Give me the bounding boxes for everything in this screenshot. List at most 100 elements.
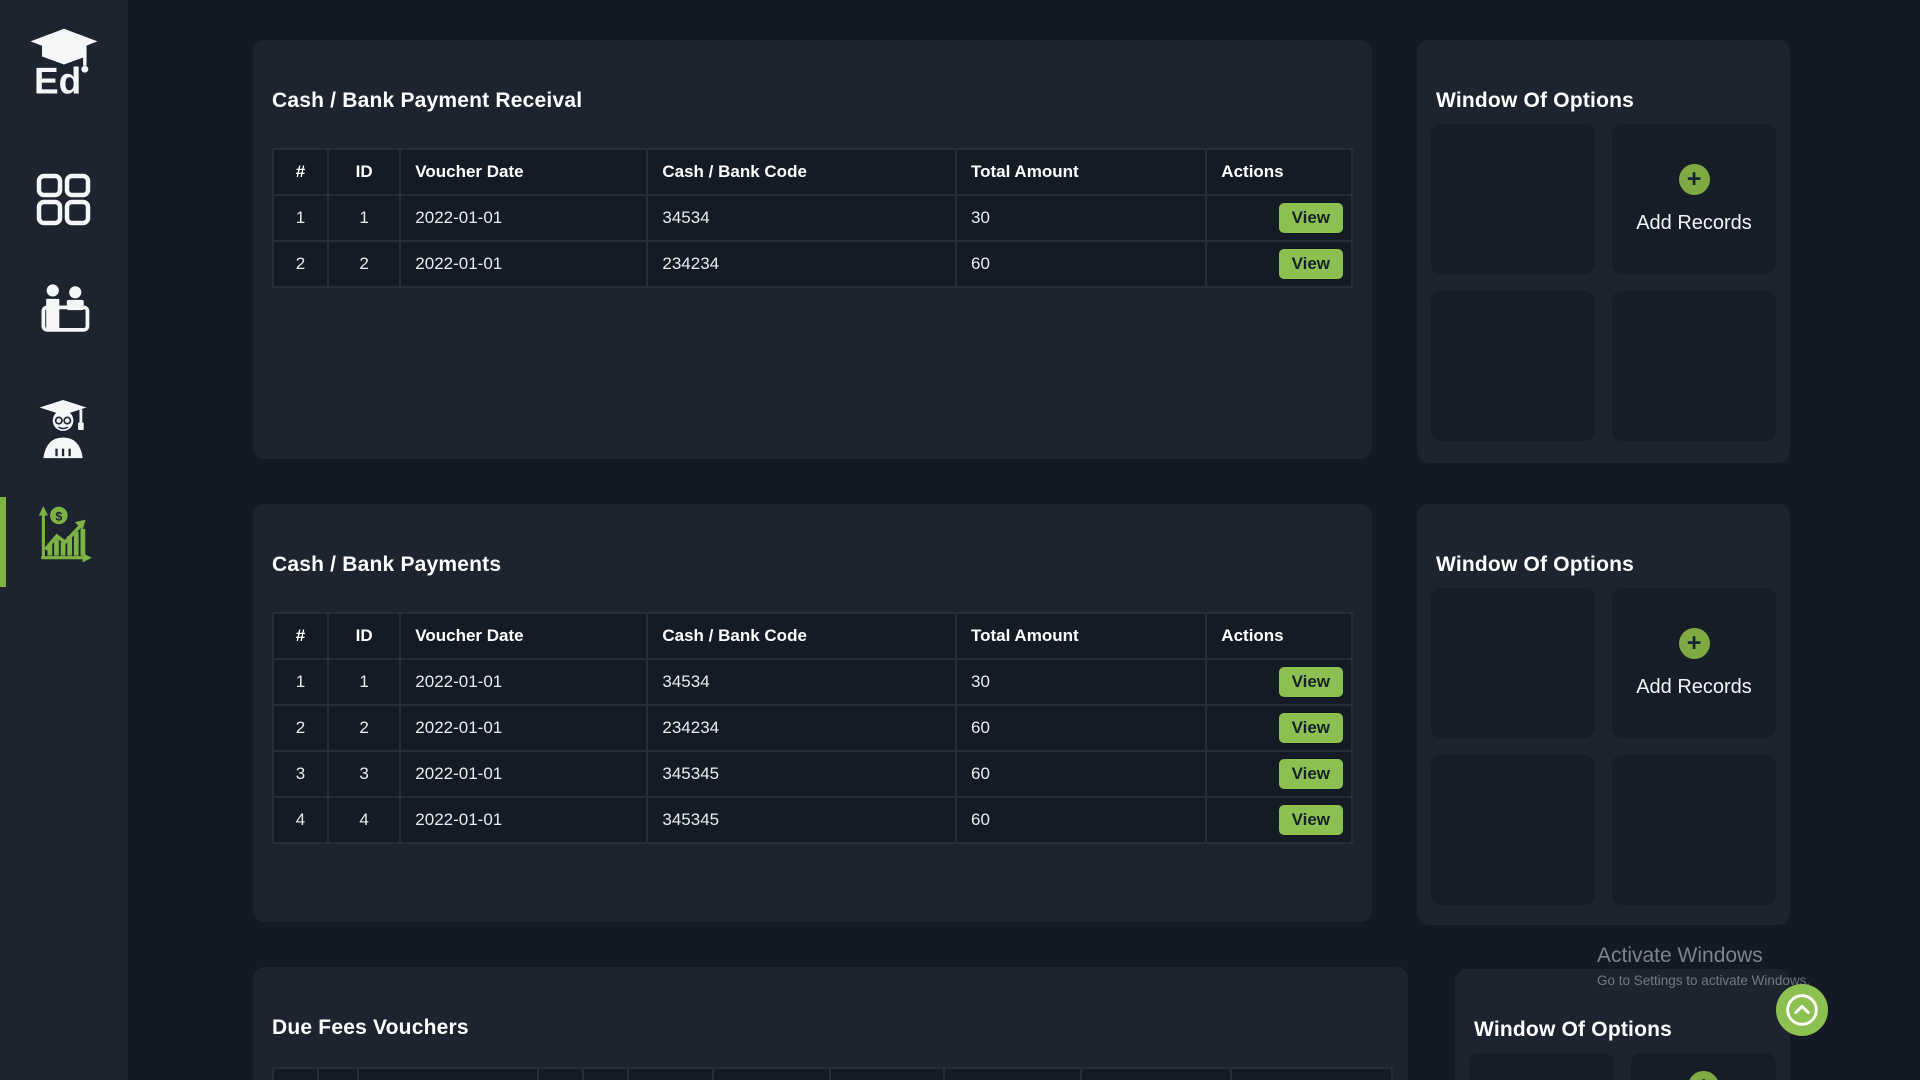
table-cell: 3: [271, 750, 330, 798]
card-title: Cash / Bank Payment Receival: [272, 89, 583, 113]
column-header: [627, 1067, 714, 1080]
column-header: Total Amount: [954, 612, 1208, 660]
table-cell: 4: [271, 796, 330, 844]
option-tile-add-records[interactable]: +: [1631, 1053, 1776, 1080]
card-cash-bank-payment-receival: Cash / Bank Payment Receival # ID Voucher …: [253, 40, 1372, 459]
table-row: 1 1 2022-01-01 34534 30 View: [271, 658, 1353, 706]
view-button[interactable]: View: [1278, 203, 1343, 233]
sidebar-item-students[interactable]: [34, 398, 94, 465]
card-title: Window Of Options: [1436, 553, 1635, 577]
logo-text: Ed: [34, 60, 81, 101]
column-header: #: [271, 612, 330, 660]
card-title: Cash / Bank Payments: [272, 553, 502, 577]
table-cell: 2: [327, 240, 402, 288]
actions-cell: View: [1205, 750, 1353, 798]
sidebar-item-reception[interactable]: [34, 282, 94, 347]
option-tile-empty[interactable]: [1612, 755, 1776, 905]
app-logo[interactable]: Ed: [27, 26, 101, 115]
view-button[interactable]: View: [1278, 759, 1343, 789]
graduate-icon: [39, 399, 87, 459]
table-row: 1 1 2022-01-01 34534 30 View: [271, 194, 1353, 242]
receival-table: # ID Voucher Date Cash / Bank Code Total Amo…: [271, 148, 1353, 288]
column-header: Cash / Bank Code: [646, 612, 957, 660]
table-cell: 60: [954, 240, 1208, 288]
table-cell: 1: [271, 194, 330, 242]
table-cell: 2022-01-01: [399, 240, 649, 288]
option-tile-empty[interactable]: [1431, 291, 1595, 441]
column-header: Total Amount: [954, 148, 1208, 196]
active-item-indicator: [0, 497, 6, 587]
column-header: Actions: [1205, 148, 1353, 196]
column-header: ID: [327, 148, 402, 196]
view-button[interactable]: View: [1278, 805, 1343, 835]
option-tile-empty[interactable]: [1612, 291, 1776, 441]
table-cell: 234234: [646, 240, 957, 288]
window-of-options-card-2: Window Of Options + Add Records: [1417, 504, 1790, 925]
svg-text:$: $: [55, 510, 62, 524]
column-header: Voucher Date: [399, 612, 649, 660]
column-header: [1080, 1067, 1232, 1080]
option-tile-empty[interactable]: [1469, 1053, 1614, 1080]
table-cell: 2022-01-01: [399, 750, 649, 798]
option-tile-add-records[interactable]: + Add Records: [1612, 124, 1776, 274]
table-cell: 2022-01-01: [399, 658, 649, 706]
view-button[interactable]: View: [1278, 667, 1343, 697]
payments-table: # ID Voucher Date Cash / Bank Code Total Amo…: [271, 612, 1353, 844]
chevron-up-circle-icon: [1786, 994, 1818, 1026]
column-header: [712, 1067, 831, 1080]
table-row: 4 4 2022-01-01 345345 60 View: [271, 796, 1353, 844]
option-tile-empty[interactable]: [1431, 124, 1595, 274]
add-records-plus-icon[interactable]: +: [1688, 1071, 1719, 1080]
table-cell: 1: [271, 658, 330, 706]
table-header-row: [272, 1067, 1393, 1080]
table-cell: 4: [327, 796, 402, 844]
table-cell: 2: [271, 240, 330, 288]
table-cell: 234234: [646, 704, 957, 752]
actions-cell: View: [1205, 796, 1353, 844]
add-records-label: Add Records: [1636, 675, 1752, 698]
grid-icon: [36, 173, 91, 226]
option-tile-add-records[interactable]: + Add Records: [1612, 588, 1776, 738]
table-cell: 34534: [646, 658, 957, 706]
column-header: [272, 1067, 319, 1080]
add-records-plus-icon[interactable]: +: [1678, 627, 1710, 659]
column-header: [829, 1067, 945, 1080]
view-button[interactable]: View: [1278, 249, 1343, 279]
actions-cell: View: [1205, 194, 1353, 242]
actions-cell: View: [1205, 658, 1353, 706]
reception-icon: [41, 284, 90, 332]
add-records-label: Add Records: [1636, 211, 1752, 234]
card-title: Due Fees Vouchers: [272, 1016, 469, 1040]
column-header: Cash / Bank Code: [646, 148, 957, 196]
window-of-options-card-3: Window Of Options +: [1455, 969, 1790, 1080]
card-title: Window Of Options: [1436, 89, 1635, 113]
window-of-options-card-1: Window Of Options + Add Records: [1417, 40, 1790, 463]
table-cell: 60: [954, 750, 1208, 798]
view-button[interactable]: View: [1278, 713, 1343, 743]
sidebar-item-finance[interactable]: $: [31, 502, 97, 571]
option-tile-empty[interactable]: [1431, 588, 1595, 738]
sidebar-item-dashboard[interactable]: [35, 172, 93, 233]
column-header: [317, 1067, 359, 1080]
table-cell: 1: [327, 658, 402, 706]
table-cell: 1: [327, 194, 402, 242]
option-tile-empty[interactable]: [1431, 755, 1595, 905]
column-header: [357, 1067, 539, 1080]
table-cell: 30: [954, 658, 1208, 706]
column-header: [537, 1067, 584, 1080]
table-header-row: # ID Voucher Date Cash / Bank Code Total Amo…: [271, 148, 1353, 196]
due-fees-table: [272, 1067, 1393, 1080]
table-cell: 2022-01-01: [399, 796, 649, 844]
column-header: #: [271, 148, 330, 196]
column-header: Actions: [1205, 612, 1353, 660]
column-header: [582, 1067, 629, 1080]
scroll-to-top-button[interactable]: [1776, 984, 1828, 1036]
column-header: [1230, 1067, 1393, 1080]
table-cell: 30: [954, 194, 1208, 242]
table-row: 3 3 2022-01-01 345345 60 View: [271, 750, 1353, 798]
table-cell: 2: [271, 704, 330, 752]
watermark-line1: Activate Windows: [1597, 944, 1763, 967]
add-records-plus-icon[interactable]: +: [1678, 163, 1710, 195]
table-cell: 2: [327, 704, 402, 752]
card-title: Window Of Options: [1474, 1018, 1673, 1042]
